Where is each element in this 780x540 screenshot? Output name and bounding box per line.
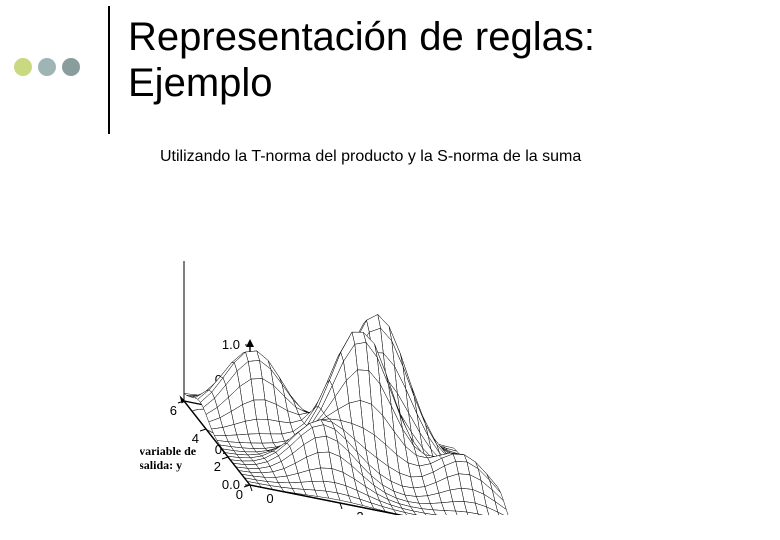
svg-text:0: 0 [236, 487, 243, 502]
slide-title: Representación de reglas: Ejemplo [128, 14, 595, 106]
svg-text:variable de: variable de [140, 444, 197, 458]
surface-plot-figure: 0.00.250.50.751.00246variable deentrada:… [140, 185, 620, 515]
title-line-2: Ejemplo [128, 61, 273, 105]
svg-text:2: 2 [356, 509, 363, 515]
svg-text:0: 0 [266, 491, 273, 506]
svg-text:2: 2 [214, 459, 221, 474]
title-line-1: Representación de reglas: [128, 15, 595, 59]
svg-text:6: 6 [170, 403, 177, 418]
bullet-1 [14, 58, 32, 76]
bullet-2 [38, 58, 56, 76]
bullet-3 [62, 58, 80, 76]
slide-bullets [14, 58, 80, 76]
surface-plot-svg: 0.00.250.50.751.00246variable deentrada:… [140, 185, 620, 515]
svg-text:1.0: 1.0 [222, 337, 240, 352]
slide-subtitle: Utilizando la T-norma del producto y la … [160, 148, 581, 166]
title-vertical-rule [108, 6, 110, 134]
svg-text:salida: y: salida: y [140, 458, 182, 472]
